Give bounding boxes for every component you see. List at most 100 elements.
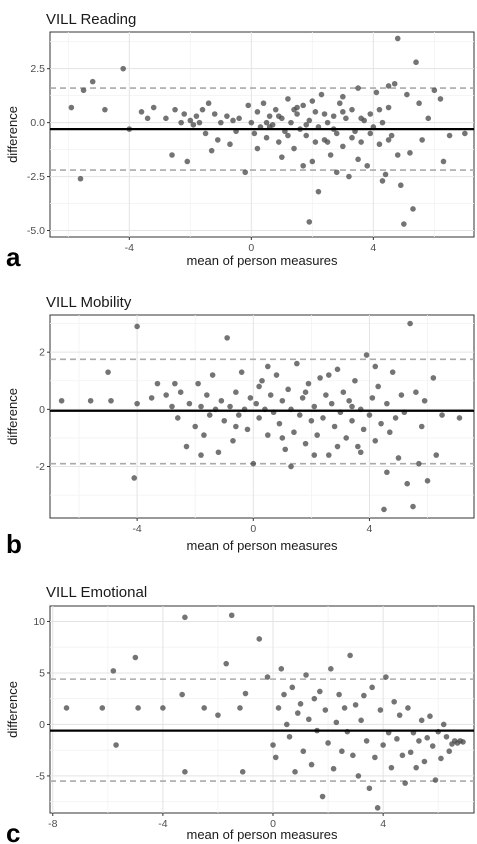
panel-b-data-point	[325, 372, 332, 378]
panel-b-data-point	[169, 403, 175, 410]
panel-b-data-point	[235, 412, 242, 418]
panel-c-y-tick-label: 5	[39, 667, 45, 679]
panel-a-data-point	[333, 130, 340, 137]
panel-a-data-point	[358, 139, 364, 145]
panel-b-data-point	[105, 369, 111, 375]
panel-a-data-point	[303, 132, 310, 139]
panel-b-y-tick-label: 2	[39, 347, 45, 359]
panel-c-data-point	[374, 805, 381, 811]
panel-a-data-point	[266, 113, 273, 119]
panel-a-data-point	[385, 83, 392, 89]
panel-a-data-point	[340, 109, 346, 115]
panel-c-data-point	[429, 743, 436, 749]
panel-c-data-point	[289, 684, 296, 691]
panel-b-data-point	[416, 460, 422, 467]
panel-a-data-point	[336, 100, 343, 107]
panel-b-x-tick-label: 4	[367, 523, 373, 535]
panel-b-data-point	[267, 392, 274, 398]
panel-b-points	[50, 320, 474, 513]
panel-a-data-point	[413, 59, 419, 66]
panel-c-data-point	[424, 735, 430, 741]
panel-b-data-point	[421, 397, 428, 404]
panel-c-data-point	[361, 692, 367, 699]
panel-a-data-point	[425, 115, 432, 122]
panel-b-data-point	[302, 389, 309, 395]
panel-c-data-point	[201, 705, 207, 711]
panel-a-data-point	[388, 132, 395, 139]
panel-a-data-point	[404, 91, 410, 98]
panel-b-data-point	[218, 397, 225, 404]
panel-a-data-point	[300, 102, 306, 109]
panel-b-data-point	[148, 395, 155, 401]
panel-b-data-point	[314, 432, 320, 438]
panel-b-data-point	[244, 426, 251, 433]
panel-c-data-point	[223, 660, 230, 667]
panel-a-data-point	[291, 145, 297, 152]
panel-b-data-point	[334, 443, 341, 450]
panel-b-data-point	[352, 377, 358, 384]
panel-a-data-point	[172, 106, 178, 113]
panel-b-data-point	[201, 432, 207, 438]
panel-a-y-axis-label: difference	[5, 106, 20, 163]
panel-b-y-axis-label: difference	[5, 388, 20, 445]
panel-a-data-point	[318, 91, 325, 98]
panel-b-data-point	[360, 426, 367, 433]
panel-c-data-point	[336, 691, 342, 698]
panel-a-data-point	[309, 98, 316, 104]
panel-a-y-tick-label: -2.5	[27, 171, 45, 183]
panel-b-data-point	[276, 420, 283, 427]
panel-b-data-point	[320, 415, 326, 421]
panel-b-data-point	[247, 395, 254, 401]
panel-c-data-point	[366, 785, 373, 792]
panel-b-data-point	[174, 415, 181, 421]
panel-b-data-point	[349, 417, 355, 424]
panel-c-data-point	[182, 614, 188, 621]
panel-a-data-point	[309, 158, 316, 165]
panel-b-data-point	[308, 417, 315, 424]
panel-a-data-point	[144, 115, 151, 122]
panel-a-data-point	[303, 121, 310, 128]
panel-b-data-point	[206, 412, 213, 418]
panel-c-plot-area	[49, 605, 475, 814]
panel-c-data-point	[281, 691, 287, 698]
panel-b-data-point	[198, 452, 204, 458]
panel-b-data-point	[87, 397, 94, 404]
panel-c-data-point	[110, 668, 117, 674]
panel-c-data-point	[308, 761, 315, 768]
panel-c-data-point	[328, 666, 334, 672]
panel-b-data-point	[389, 369, 396, 375]
panel-c-x-axis-label: mean of person measures	[186, 827, 338, 842]
panel-c-data-point	[215, 712, 221, 718]
panel-b-data-point	[177, 389, 184, 395]
panel-c-data-point	[303, 672, 309, 678]
panel-a-data-point	[205, 100, 212, 107]
panel-b-data-point	[363, 352, 370, 358]
panel-c-data-point	[440, 721, 447, 728]
panel-a-plot-area	[49, 31, 475, 238]
panel-a-data-point	[260, 100, 267, 107]
panel-a-data-point	[214, 137, 221, 143]
panel-c-data-point	[339, 748, 345, 755]
panel-a-data-point	[376, 106, 383, 113]
panel-b-data-point	[357, 449, 364, 456]
panel-a-data-point	[379, 119, 386, 126]
panel-a: VILL Reading -4 0 4 2.5 0.0 -2.5 -5.0 mean of…	[5, 11, 475, 272]
panel-a-data-point	[312, 139, 319, 145]
panel-c-data-point	[358, 717, 364, 724]
panel-c-xticks: -8 -4 0 4	[48, 813, 386, 830]
panel-a-data-point	[169, 152, 175, 158]
panel-c-data-point	[256, 636, 263, 642]
panel-a-x-tick-label: 0	[248, 242, 254, 254]
panel-b-data-point	[253, 400, 259, 407]
panel-b-data-point	[384, 469, 390, 476]
panel-c-data-point	[113, 742, 119, 748]
panel-a-data-point	[218, 119, 224, 126]
panel-b-data-point	[172, 380, 178, 387]
panel-a-data-point	[315, 188, 322, 195]
panel-a-x-tick-label: -4	[125, 242, 134, 254]
panel-b-data-point	[413, 389, 419, 395]
panel-c-data-point	[270, 742, 276, 748]
panel-c-data-point	[325, 740, 331, 746]
panel-a-data-point	[340, 93, 346, 100]
panel-c-data-point	[394, 736, 400, 742]
